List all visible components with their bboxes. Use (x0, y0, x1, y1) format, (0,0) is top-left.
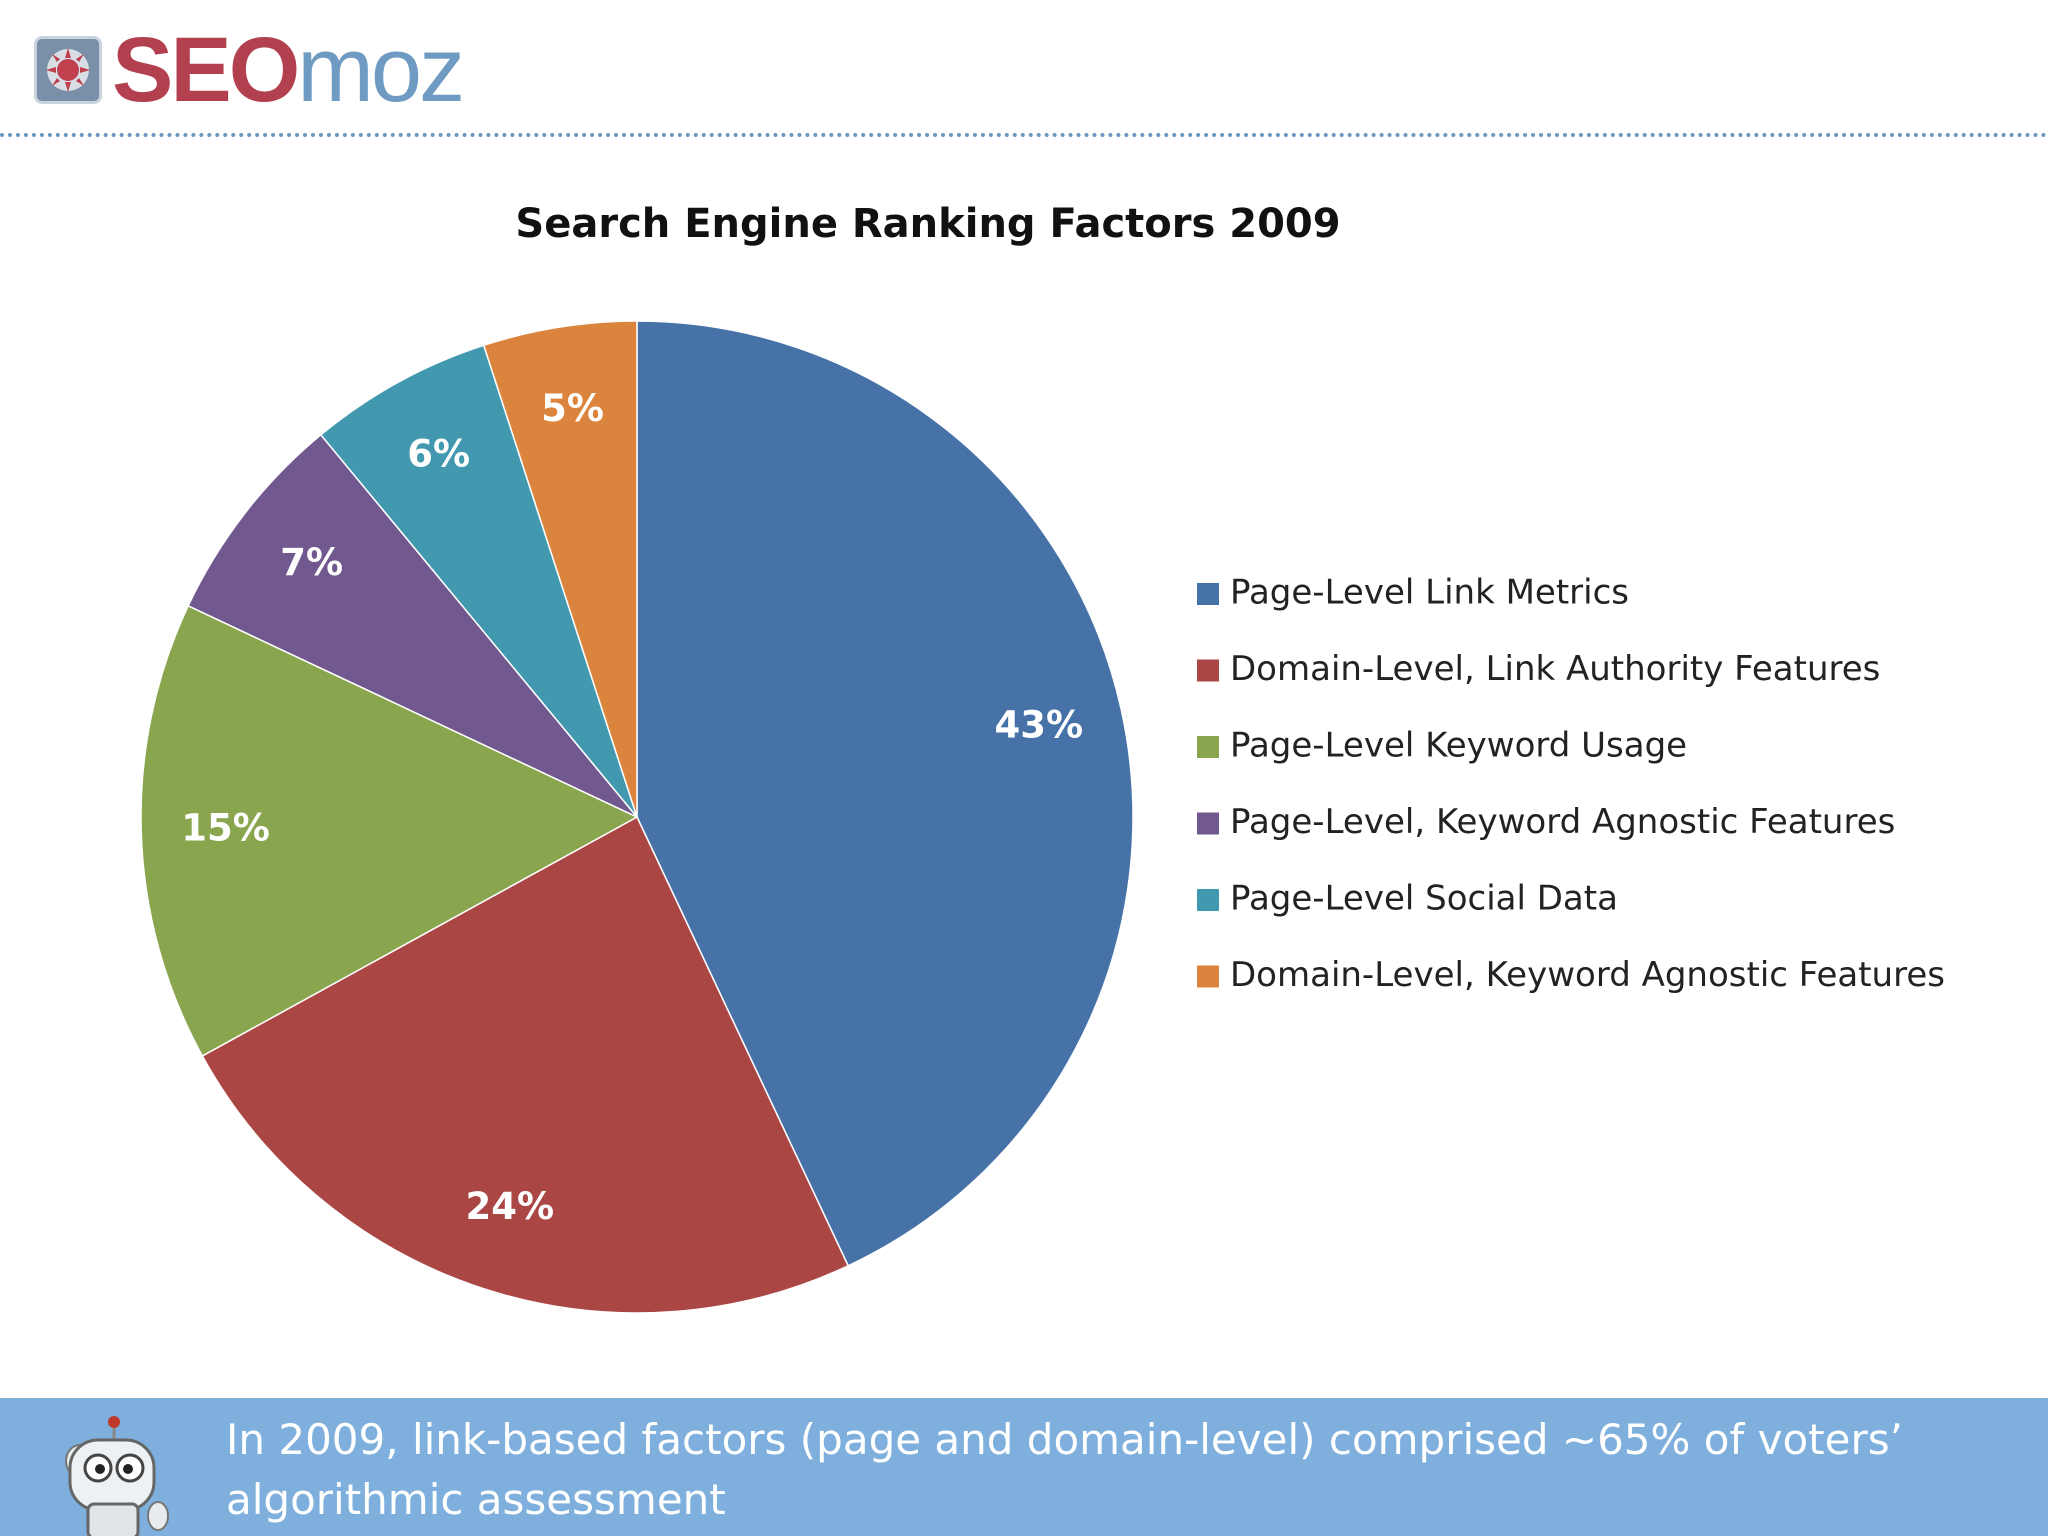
pie-slice-labels: 43% 24% 15% 7% 6% 5% (181, 387, 1083, 1228)
legend-label: Page-Level Link Metrics (1230, 573, 1629, 613)
legend-swatch (1197, 659, 1219, 682)
legend-label: Page-Level Keyword Usage (1230, 726, 1687, 766)
footer-caption: In 2009, link-based factors (page and do… (226, 1415, 1903, 1524)
pie-slice (482, 320, 638, 818)
legend-swatch (1197, 583, 1219, 605)
legend-swatch (1197, 965, 1219, 988)
chart-legend: Page-Level Link Metrics Domain-Level, Lin… (1197, 573, 1945, 995)
legend-label: Domain-Level, Link Authority Features (1230, 649, 1880, 689)
header-divider (0, 133, 2048, 137)
pie-slice (319, 344, 638, 818)
slice-data-label: 5% (541, 387, 604, 430)
logo-moz-text: moz (297, 19, 465, 121)
legend-label: Page-Level, Keyword Agnostic Features (1230, 802, 1895, 842)
robot-mascot-icon (65, 1416, 169, 1536)
logo-seo-text: SEO (112, 19, 300, 121)
legend-swatch (1197, 812, 1219, 835)
sun-badge-icon (34, 36, 102, 104)
legend-label: Page-Level Social Data (1230, 879, 1618, 919)
legend-swatch (1197, 736, 1219, 758)
seomoz-logo: SEOmoz (34, 24, 465, 116)
legend-swatch (1197, 889, 1219, 911)
pie-slices (140, 320, 1134, 1314)
legend-label: Domain-Level, Keyword Agnostic Features (1230, 955, 1945, 995)
chart-title: Search Engine Ranking Factors 2009 (515, 201, 1340, 247)
footer-banner: In 2009, link-based factors (page and do… (0, 1398, 2048, 1536)
slice-data-label: 43% (994, 704, 1083, 747)
slice-data-label: 15% (181, 806, 270, 849)
pie-chart: Search Engine Ranking Factors 2009 43% 24… (140, 201, 1945, 1314)
slice-data-label: 6% (407, 433, 470, 476)
slice-data-label: 24% (466, 1185, 555, 1228)
pie-slice (201, 815, 850, 1314)
slice-data-label: 7% (280, 541, 343, 584)
logo-wordmark: SEOmoz (112, 24, 465, 116)
pie-slice (636, 320, 1134, 1267)
pie-slice (187, 433, 638, 818)
pie-slice (140, 604, 639, 1057)
